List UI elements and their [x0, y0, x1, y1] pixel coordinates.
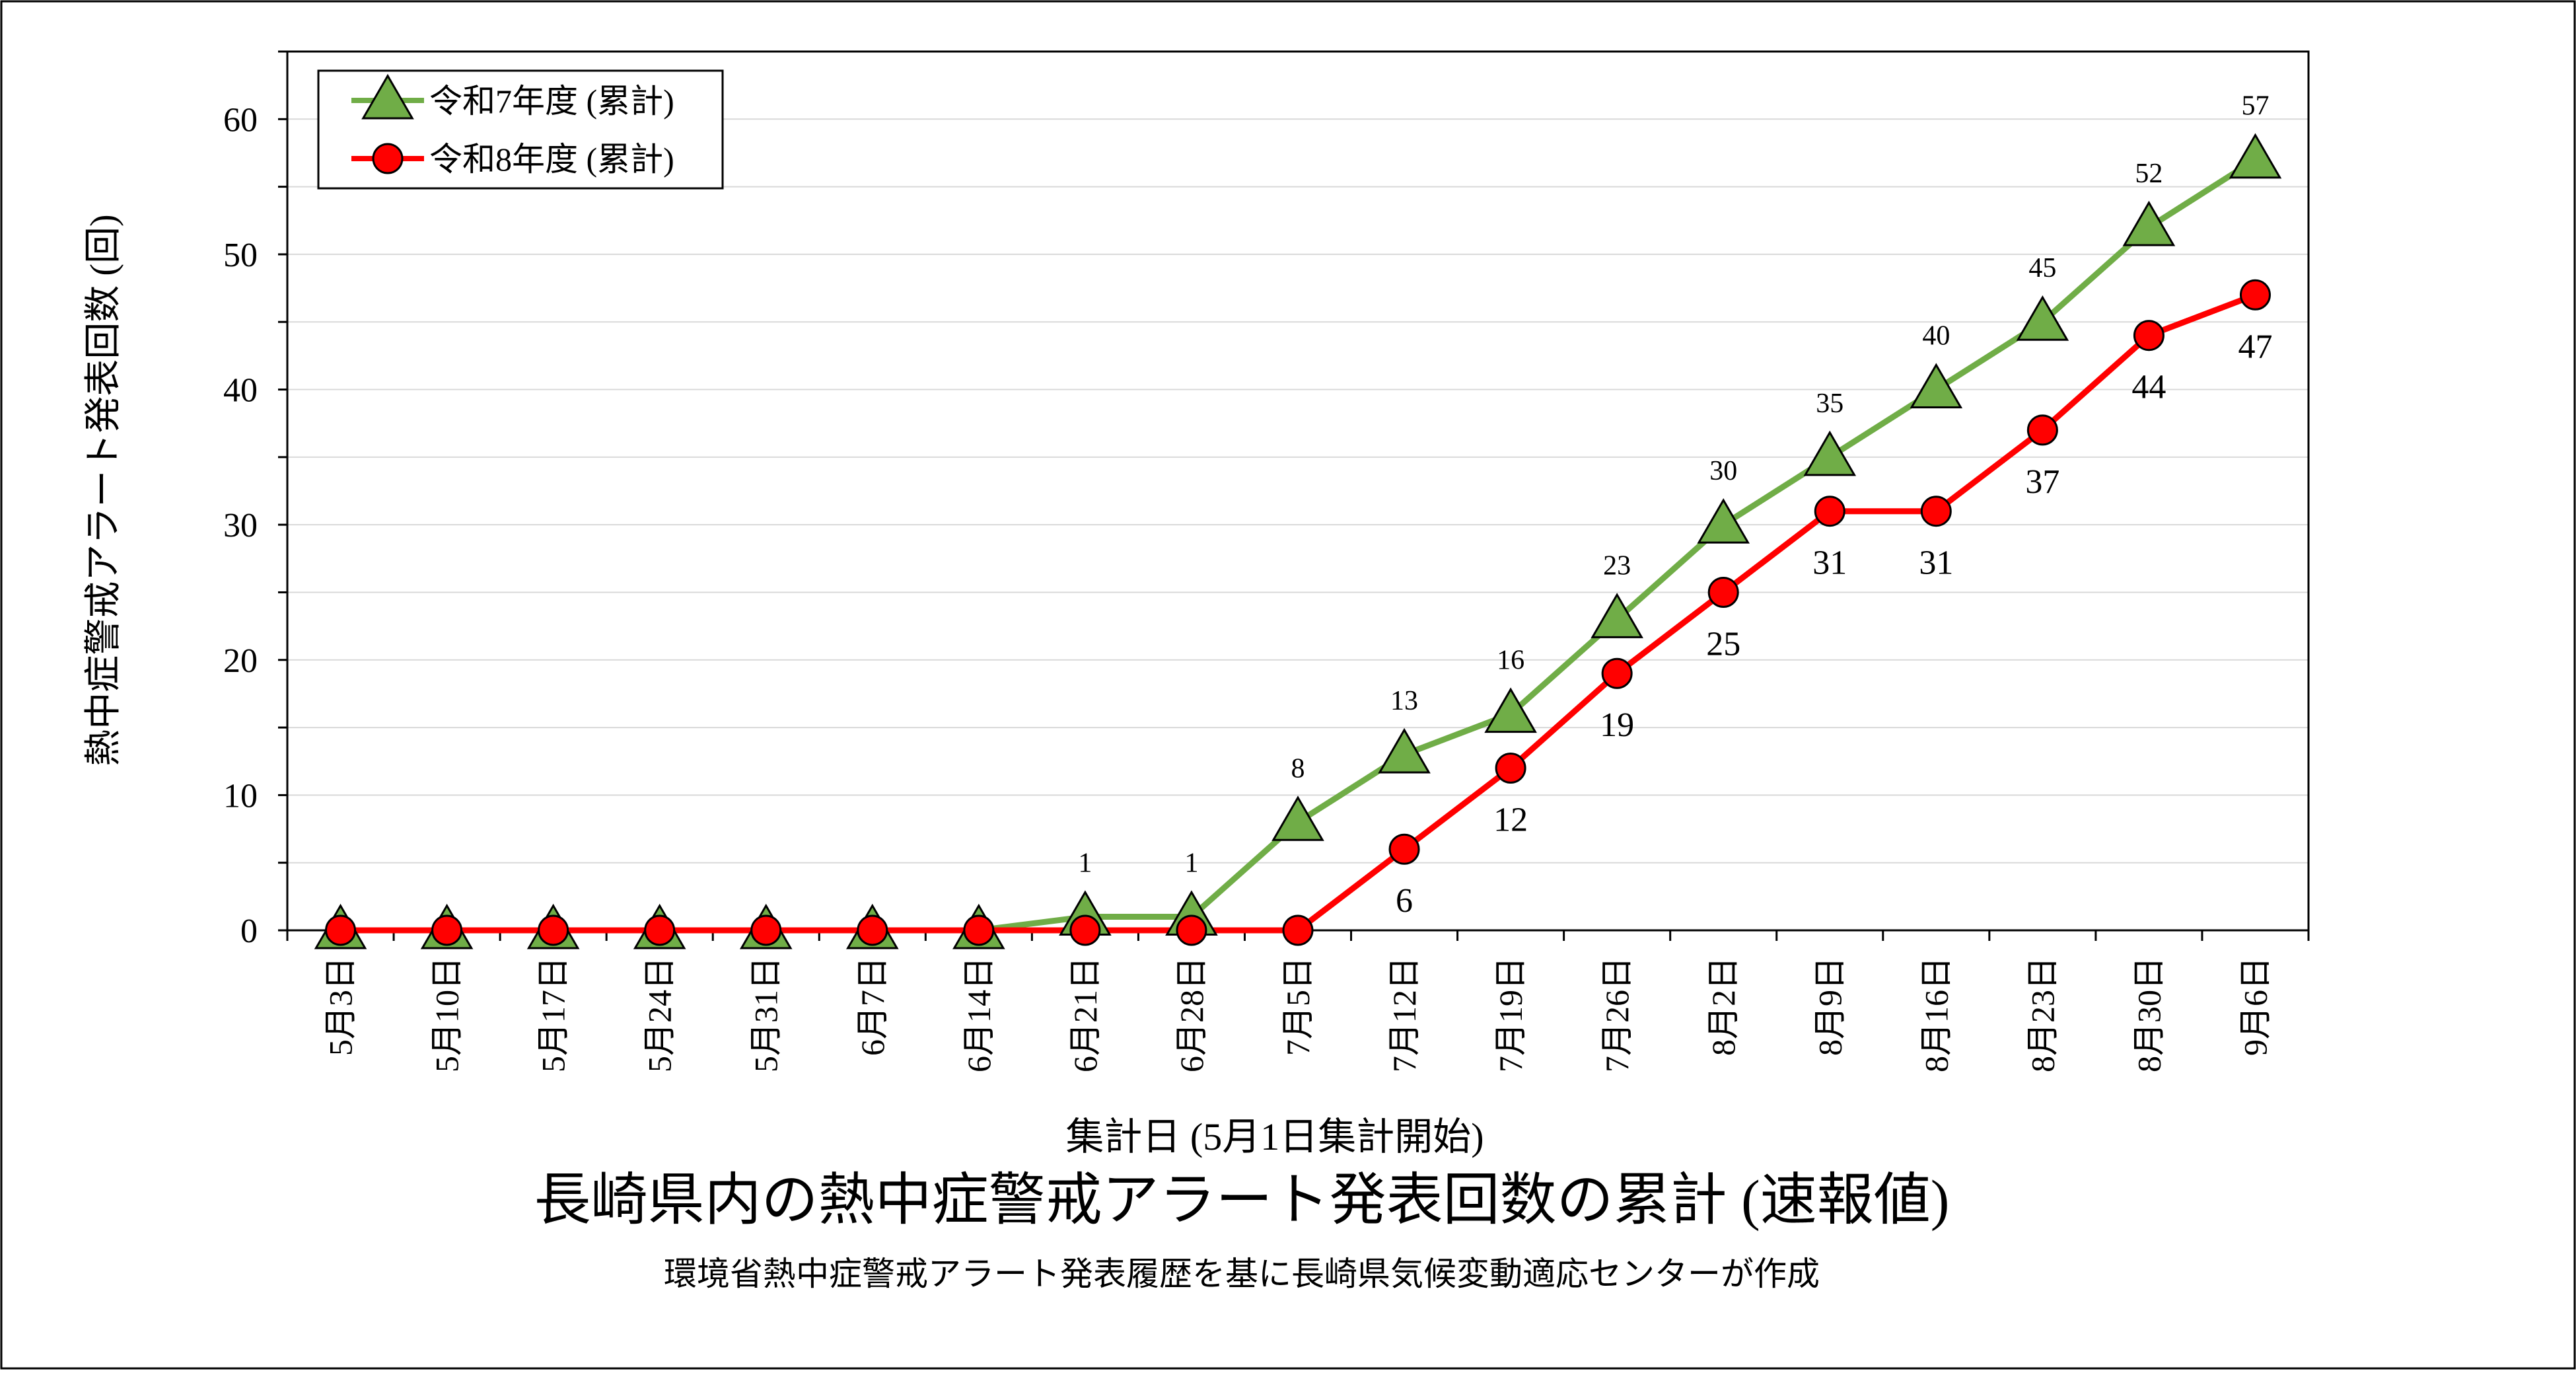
x-tick-label: 8月16日 [1917, 957, 1954, 1072]
series [314, 133, 2282, 949]
data-label: 8 [1291, 753, 1305, 784]
data-point-triangle [1484, 687, 1537, 733]
data-label: 12 [1493, 801, 1528, 838]
data-label: 31 [1812, 544, 1847, 582]
data-point-circle [857, 914, 888, 946]
data-point-circle [2026, 414, 2058, 446]
y-axis-title: 熱中症警戒アラート発表回数 (回) [83, 214, 124, 766]
data-point-circle [2133, 320, 2165, 352]
data-label: 25 [1706, 625, 1740, 663]
data-label: 1 [1184, 848, 1198, 879]
chart-title: 長崎県内の熱中症警戒アラート発表回数の累計 (速報値) [534, 1168, 1950, 1232]
data-label: 19 [1600, 706, 1634, 744]
data-point-circle [1176, 914, 1207, 946]
x-tick-label: 8月2日 [1705, 957, 1742, 1056]
y-tick-label: 60 [223, 101, 258, 139]
x-tick-label: 6月14日 [960, 957, 997, 1072]
x-axis-title: 集計日 (5月1日集計開始) [1065, 1115, 1484, 1158]
x-tick-label: 6月28日 [1173, 957, 1210, 1072]
y-tick-label: 20 [223, 642, 258, 680]
data-label: 23 [1603, 550, 1631, 581]
data-label: 16 [1497, 646, 1524, 676]
data-label: 40 [1922, 321, 1950, 352]
x-tick-label: 5月17日 [535, 957, 572, 1072]
data-point-circle [1601, 657, 1633, 689]
data-point-circle [538, 914, 569, 946]
data-point-triangle [2122, 200, 2176, 246]
x-tick-label: 5月31日 [748, 957, 785, 1072]
x-tick-label: 8月23日 [2024, 957, 2061, 1072]
x-tick-label: 5月10日 [429, 957, 466, 1072]
data-point-triangle [1271, 796, 1324, 841]
data-point-triangle [1697, 498, 1750, 544]
data-label: 57 [2241, 91, 2269, 122]
data-point-circle [1069, 914, 1101, 946]
y-tick-label: 10 [223, 777, 258, 815]
x-tick-label: 6月21日 [1067, 957, 1104, 1072]
data-label: 45 [2028, 253, 2056, 283]
data-label: 30 [1709, 456, 1737, 486]
data-point-triangle [361, 73, 414, 120]
legend-label: 令和7年度 (累計) [429, 83, 674, 120]
data-point-circle [1388, 833, 1420, 865]
data-point-circle [372, 143, 404, 174]
data-labels: 1 1 8 13 16 23 30 35 40 45 52 57 6 12 19 25 31 31 37 44 47 [1078, 91, 2272, 920]
legend: 令和7年度 (累計) 令和8年度 (累計) [317, 69, 724, 190]
data-label: 31 [1919, 544, 1953, 582]
chart-subtitle: 環境省熱中症警戒アラート発表履歴を基に長崎県気候変動適応センターが作成 [664, 1255, 1820, 1292]
data-label: 6 [1396, 882, 1413, 920]
data-label: 13 [1390, 686, 1418, 716]
data-point-circle [2239, 279, 2271, 311]
data-point-triangle [1591, 593, 1643, 638]
x-tick-label: 6月7日 [854, 957, 891, 1056]
x-tick-label: 7月12日 [1386, 957, 1423, 1072]
data-point-circle [644, 914, 676, 946]
data-label: 44 [2131, 369, 2166, 406]
data-label: 52 [2135, 159, 2163, 189]
y-tick-label: 0 [240, 912, 258, 950]
x-tick-label: 8月30日 [2130, 957, 2167, 1072]
x-tick-label: 7月5日 [1279, 957, 1316, 1056]
data-point-circle [963, 914, 995, 946]
data-point-circle [431, 914, 463, 946]
y-tick-label: 30 [223, 507, 258, 544]
x-tick-label: 7月26日 [1598, 957, 1635, 1072]
data-point-triangle [1910, 363, 1963, 409]
x-tick-label: 5月3日 [322, 957, 359, 1056]
data-point-circle [1707, 576, 1739, 608]
data-label: 37 [2025, 463, 2059, 501]
x-tick-label: 7月19日 [1492, 957, 1529, 1072]
x-tick-label: 9月6日 [2236, 957, 2273, 1056]
y-tick-label: 50 [223, 237, 258, 274]
data-point-triangle [2016, 295, 2069, 341]
data-point-circle [1920, 496, 1952, 527]
x-tick-label: 5月24日 [641, 957, 678, 1072]
x-tick-label: 8月9日 [1811, 957, 1848, 1056]
data-point-circle [325, 914, 357, 946]
data-point-circle [1282, 914, 1314, 946]
data-point-triangle [1803, 430, 1857, 476]
data-point-triangle [1378, 727, 1431, 774]
legend-label: 令和8年度 (累計) [429, 141, 674, 178]
data-label: 1 [1078, 848, 1092, 879]
data-point-circle [1814, 496, 1845, 527]
axes: 0 10 20 30 40 50 60 5月3日 5月10日 5月17日 5月24日 5月31日 6月7… [223, 50, 2310, 1072]
y-tick-label: 40 [223, 372, 258, 410]
data-point-circle [1495, 752, 1526, 784]
data-point-circle [750, 914, 782, 946]
data-point-triangle [2229, 133, 2282, 179]
data-label: 35 [1816, 389, 1843, 419]
data-label: 47 [2238, 328, 2272, 365]
